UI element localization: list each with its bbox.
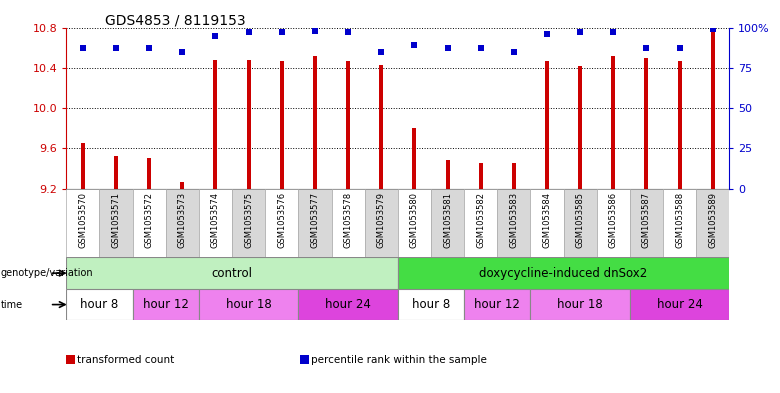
Text: GSM1053575: GSM1053575 — [244, 192, 254, 248]
Text: GSM1053577: GSM1053577 — [310, 192, 320, 248]
Bar — [332, 189, 364, 257]
Text: GSM1053587: GSM1053587 — [642, 192, 651, 248]
Text: time: time — [1, 299, 23, 310]
Bar — [678, 61, 682, 189]
Text: doxycycline-induced dnSox2: doxycycline-induced dnSox2 — [480, 266, 647, 280]
Bar — [232, 189, 265, 257]
Text: hour 12: hour 12 — [143, 298, 189, 311]
Bar — [246, 60, 250, 189]
Text: hour 8: hour 8 — [80, 298, 119, 311]
Bar — [265, 189, 298, 257]
Text: control: control — [211, 266, 253, 280]
Bar — [479, 163, 483, 189]
Bar — [563, 189, 597, 257]
Bar — [66, 289, 133, 320]
Bar — [545, 61, 549, 189]
Bar — [512, 163, 516, 189]
Text: GSM1053576: GSM1053576 — [277, 192, 286, 248]
Bar — [711, 29, 714, 189]
Text: genotype/variation: genotype/variation — [1, 268, 94, 278]
Text: GSM1053573: GSM1053573 — [178, 192, 187, 248]
Text: GSM1053578: GSM1053578 — [343, 192, 353, 248]
Bar — [114, 156, 118, 189]
Bar — [530, 189, 563, 257]
Bar — [133, 189, 166, 257]
Bar — [597, 189, 629, 257]
Bar — [464, 189, 498, 257]
Bar — [66, 257, 398, 289]
Bar — [180, 182, 184, 189]
Text: hour 24: hour 24 — [657, 298, 703, 311]
Bar — [530, 289, 629, 320]
Bar — [644, 58, 648, 189]
Bar — [313, 56, 317, 189]
Bar — [379, 65, 383, 189]
Bar — [133, 289, 199, 320]
Bar — [578, 66, 582, 189]
Bar — [147, 158, 151, 189]
Text: GSM1053585: GSM1053585 — [576, 192, 585, 248]
Bar — [298, 289, 398, 320]
Bar — [696, 189, 729, 257]
Text: GSM1053583: GSM1053583 — [509, 192, 519, 248]
Bar — [398, 257, 729, 289]
Text: transformed count: transformed count — [77, 354, 175, 365]
Text: GSM1053588: GSM1053588 — [675, 192, 684, 248]
Bar — [663, 189, 696, 257]
Bar — [298, 189, 331, 257]
Bar — [346, 61, 350, 189]
Bar — [630, 289, 729, 320]
Bar — [398, 289, 464, 320]
Text: GSM1053570: GSM1053570 — [78, 192, 87, 248]
Bar — [199, 289, 298, 320]
Bar — [445, 160, 449, 189]
Text: hour 8: hour 8 — [412, 298, 450, 311]
Bar — [81, 143, 85, 189]
Bar — [214, 60, 218, 189]
Text: GDS4853 / 8119153: GDS4853 / 8119153 — [105, 14, 246, 28]
Text: GSM1053582: GSM1053582 — [476, 192, 485, 248]
Bar — [464, 289, 530, 320]
Bar — [280, 61, 284, 189]
Text: GSM1053584: GSM1053584 — [542, 192, 551, 248]
Text: GSM1053589: GSM1053589 — [708, 192, 718, 248]
Text: hour 18: hour 18 — [557, 298, 603, 311]
Text: GSM1053572: GSM1053572 — [144, 192, 154, 248]
Text: hour 12: hour 12 — [474, 298, 520, 311]
Bar — [66, 189, 100, 257]
Text: GSM1053580: GSM1053580 — [410, 192, 419, 248]
Bar — [498, 189, 530, 257]
Bar — [165, 189, 199, 257]
Text: GSM1053571: GSM1053571 — [112, 192, 121, 248]
Bar — [364, 189, 398, 257]
Bar — [100, 189, 133, 257]
Bar — [413, 128, 417, 189]
Bar — [630, 189, 663, 257]
Text: GSM1053579: GSM1053579 — [377, 192, 386, 248]
Bar — [612, 56, 615, 189]
Text: hour 18: hour 18 — [225, 298, 271, 311]
Bar — [199, 189, 232, 257]
Bar — [431, 189, 464, 257]
Text: GSM1053581: GSM1053581 — [443, 192, 452, 248]
Text: percentile rank within the sample: percentile rank within the sample — [311, 354, 487, 365]
Text: hour 24: hour 24 — [325, 298, 371, 311]
Text: GSM1053586: GSM1053586 — [608, 192, 618, 248]
Bar — [398, 189, 431, 257]
Text: GSM1053574: GSM1053574 — [211, 192, 220, 248]
